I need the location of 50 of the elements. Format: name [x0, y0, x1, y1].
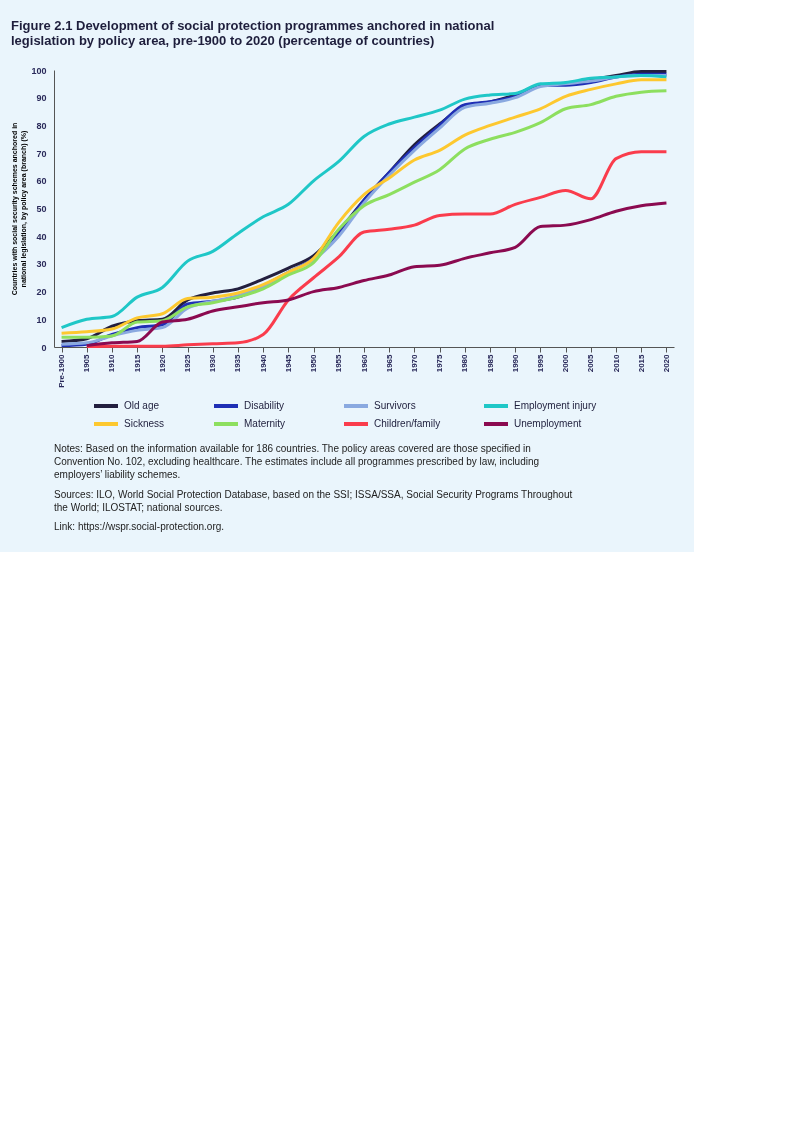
x-tick-label: 1965	[384, 353, 394, 373]
text: Notes: Based on the information available for 186 countries. The policy areas covered are those specified in Convention No. 102, excluding healthcare. The estimates include all programmes prescribed by law, including employers’ liability schemes.	[54, 443, 540, 480]
text: Link: https://wspr.social-protection.org.	[54, 521, 225, 532]
line-series	[85, 150, 668, 348]
x-tick-label: 2005	[586, 353, 596, 373]
x-tick-label: 1960	[359, 353, 369, 373]
legend-label: Disability	[244, 400, 285, 411]
y-tick-label: 80	[36, 120, 47, 131]
x-tick-label: 1980	[460, 353, 470, 373]
y-tick-label: 10	[36, 314, 47, 325]
chart-title: Figure 2.1 Development of social protection programmes anchored in national legislation by policy area, pre-1900 to 2020 (percentage of countries)	[10, 18, 495, 48]
y-tick-label: 90	[36, 93, 47, 104]
x-tick-label: 1920	[157, 353, 167, 373]
legend-label: Maternity	[244, 418, 286, 429]
x-tick-label: 1970	[409, 353, 419, 373]
source-note: Sources: ILO, World Social Protection Database, based on the SSI; ISSA/SSA, Social Security Programs Throughout the World; ILOSTAT; national sources.	[54, 488, 573, 513]
x-tick-label: 1950	[309, 353, 319, 373]
legend-label: Sickness	[124, 418, 165, 429]
legend-label: Survivors	[374, 400, 416, 411]
x-tick-label: 1945	[283, 353, 293, 373]
legend-label: Old age	[124, 400, 160, 411]
x-tick-label: 1985	[485, 353, 495, 373]
x-tick-label: 1915	[132, 353, 142, 373]
x-tick-label: 2010	[611, 353, 621, 373]
x-tick-label: 2000	[561, 353, 571, 373]
legend-label: Children/family	[374, 418, 441, 429]
x-tick-label: 1925	[183, 353, 193, 373]
x-tick-label: 1995	[535, 353, 545, 373]
x-tick-label: 1955	[334, 353, 344, 373]
x-tick-label: 2020	[661, 353, 671, 373]
line-series	[85, 201, 668, 348]
legend-label: Employment injury	[514, 400, 597, 411]
x-tick-label: 1905	[82, 353, 92, 373]
x-tick-label: 1935	[233, 353, 243, 373]
x-tick-label: 1930	[208, 353, 218, 373]
y-tick-label: 20	[36, 287, 47, 298]
y-tick-label: 60	[36, 176, 47, 187]
x-tick-label: 1975	[435, 353, 445, 373]
x-tick-label: 2015	[636, 353, 646, 373]
legend-label: Unemployment	[514, 418, 582, 429]
y-tick-label: 0	[41, 342, 47, 353]
x-tick-label: Pre-1900	[57, 353, 67, 388]
y-tick-label: 100	[31, 65, 47, 76]
x-tick-label: 1940	[258, 353, 268, 373]
y-tick-label: 70	[36, 148, 47, 159]
x-tick-label: 1910	[107, 353, 117, 373]
x-tick-label: 1990	[510, 353, 520, 373]
y-tick-label: 30	[36, 259, 47, 270]
y-tick-label: 50	[36, 204, 47, 214]
y-tick-label: 40	[36, 231, 47, 242]
